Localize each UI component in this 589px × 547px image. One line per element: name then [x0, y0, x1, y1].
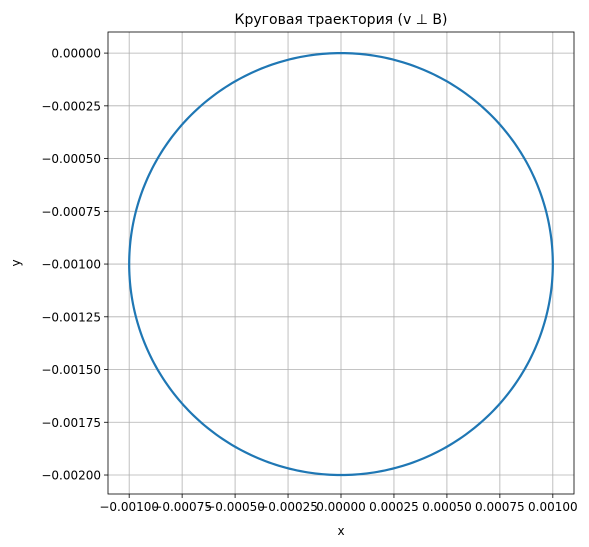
- y-tick-label: −0.00150: [41, 363, 101, 377]
- y-tick-label: −0.00200: [41, 469, 101, 483]
- x-axis-label: x: [337, 524, 344, 538]
- x-tick-label: 0.00100: [528, 500, 578, 514]
- series-layer: [128, 51, 554, 477]
- x-tick-label: 0.00025: [369, 500, 419, 514]
- x-tick-label: 0.00050: [422, 500, 472, 514]
- y-axis: 0.00000 −0.00025 −0.00050 −0.00075 −0.00100 −…: [41, 47, 108, 483]
- y-tick-label: 0.00000: [51, 47, 101, 61]
- chart-title: Круговая траектория (v ⊥ B): [235, 12, 448, 28]
- x-tick-label: −0.00075: [152, 500, 212, 514]
- y-axis-label: y: [9, 259, 23, 266]
- y-tick-label: −0.00050: [41, 152, 101, 166]
- x-tick-label: 0.00000: [316, 500, 366, 514]
- y-tick-label: −0.00075: [41, 205, 101, 219]
- y-tick-label: −0.00125: [41, 310, 101, 324]
- y-tick-label: −0.00100: [41, 258, 101, 272]
- y-tick-label: −0.00025: [41, 99, 101, 113]
- x-tick-label: −0.00025: [258, 500, 318, 514]
- trajectory-line: [128, 51, 554, 477]
- x-tick-label: −0.00050: [205, 500, 265, 514]
- y-tick-label: −0.00175: [41, 416, 101, 430]
- x-tick-label: 0.00075: [475, 500, 525, 514]
- x-tick-label: −0.00100: [99, 500, 159, 514]
